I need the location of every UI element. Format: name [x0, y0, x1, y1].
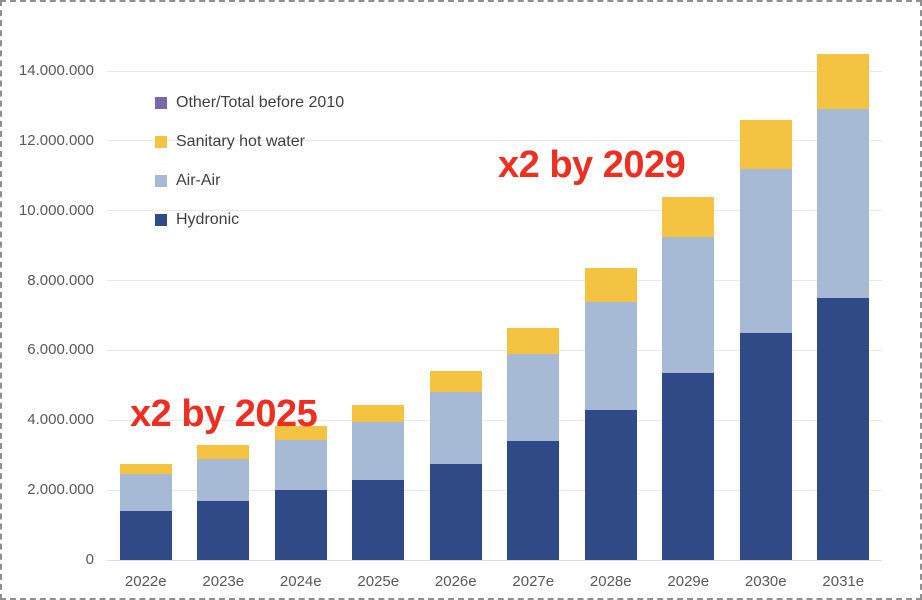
bar-segment-hydronic-2025e — [352, 479, 405, 560]
chart-legend: Other/Total before 2010 Sanitary hot wate… — [155, 94, 345, 251]
bar-segment-hydronic-2028e — [584, 409, 637, 560]
legend-swatch-icon — [155, 97, 167, 109]
y-tick-label: 2.000.000 — [27, 481, 94, 499]
legend-item-sanitary-hot-water: Sanitary hot water — [155, 133, 344, 150]
bar-segment-air-air-2028e — [584, 301, 637, 410]
plot-area — [107, 53, 882, 561]
bar-segment-sanitary-hot-water-2024e — [274, 425, 327, 440]
gridline — [107, 210, 882, 212]
gridline — [107, 280, 882, 282]
bar-segment-air-air-2023e — [197, 458, 250, 501]
bar-segment-air-air-2029e — [662, 236, 715, 374]
bar-segment-sanitary-hot-water-2026e — [429, 371, 482, 393]
annotation-x2-by-2025: x2 by 2025 — [130, 393, 318, 435]
x-tick-label: 2028e — [589, 573, 632, 590]
annotation-x2-by-2029: x2 by 2029 — [498, 144, 686, 186]
gridline — [107, 349, 882, 351]
bar-segment-hydronic-2022e — [119, 511, 172, 560]
y-axis: 0 2.000.000 4.000.000 6.000.000 8.000.000 10.… — [2, 2, 94, 598]
bar-segment-sanitary-hot-water-2025e — [352, 404, 405, 423]
x-tick-label: 2023e — [202, 573, 245, 590]
bar-segment-hydronic-2026e — [429, 463, 482, 560]
bar-segment-sanitary-hot-water-2023e — [197, 444, 250, 459]
bar-segment-sanitary-hot-water-2030e — [739, 119, 792, 169]
y-tick-label: 4.000.000 — [27, 411, 94, 429]
x-axis: 2022e 2023e 2024e 2025e 2026e 2027e 2028e 2029e… — [107, 571, 882, 593]
x-tick-label: 2025e — [357, 573, 400, 590]
bar-segment-air-air-2030e — [739, 168, 792, 333]
legend-item-hydronic: Hydronic — [155, 211, 344, 228]
bar-segment-hydronic-2023e — [197, 500, 250, 560]
bar-segment-sanitary-hot-water-2028e — [584, 268, 637, 302]
bar-segment-hydronic-2029e — [662, 373, 715, 560]
legend-swatch-icon — [155, 136, 167, 148]
x-tick-label: 2029e — [667, 573, 710, 590]
legend-swatch-icon — [155, 214, 167, 226]
x-tick-label: 2022e — [124, 573, 167, 590]
bar-segment-air-air-2024e — [274, 439, 327, 491]
y-tick-label: 8.000.000 — [27, 271, 94, 289]
gridline — [107, 559, 882, 561]
bar-segment-air-air-2022e — [119, 474, 172, 512]
bar-segment-sanitary-hot-water-2027e — [507, 327, 560, 354]
bar-segment-air-air-2026e — [429, 392, 482, 464]
legend-label: Hydronic — [176, 211, 240, 228]
y-tick-label: 0 — [85, 551, 94, 568]
bar-segment-hydronic-2031e — [817, 298, 870, 560]
bar-segment-sanitary-hot-water-2031e — [817, 53, 870, 110]
y-tick-label: 6.000.000 — [27, 341, 94, 359]
gridline — [107, 419, 882, 421]
bar-segment-sanitary-hot-water-2022e — [119, 463, 172, 475]
y-tick-label: 14.000.000 — [18, 62, 94, 79]
y-tick-label: 12.000.000 — [18, 131, 94, 149]
legend-item-air-air: Air-Air — [155, 172, 344, 189]
x-tick-label: 2031e — [822, 573, 865, 590]
x-tick-label: 2024e — [279, 573, 322, 590]
legend-item-other-total-before-2010: Other/Total before 2010 — [155, 94, 345, 111]
x-tick-label: 2027e — [512, 573, 555, 590]
bar-segment-hydronic-2024e — [274, 490, 327, 560]
bar-segment-air-air-2031e — [817, 109, 870, 299]
bar-segment-hydronic-2027e — [507, 441, 560, 560]
legend-swatch-icon — [155, 175, 167, 187]
x-tick-label: 2026e — [434, 573, 477, 590]
legend-label: Sanitary hot water — [176, 133, 305, 150]
gridline — [107, 70, 882, 72]
x-tick-label: 2030e — [744, 573, 787, 590]
gridline — [107, 140, 882, 142]
gridline — [107, 489, 882, 491]
bar-segment-air-air-2025e — [352, 422, 405, 480]
bar-segment-sanitary-hot-water-2029e — [662, 196, 715, 237]
legend-label: Other/Total before 2010 — [176, 94, 345, 111]
y-tick-label: 10.000.000 — [18, 201, 94, 219]
legend-label: Air-Air — [176, 172, 221, 189]
bar-segment-hydronic-2030e — [739, 332, 792, 560]
bar-segment-air-air-2027e — [507, 353, 560, 442]
